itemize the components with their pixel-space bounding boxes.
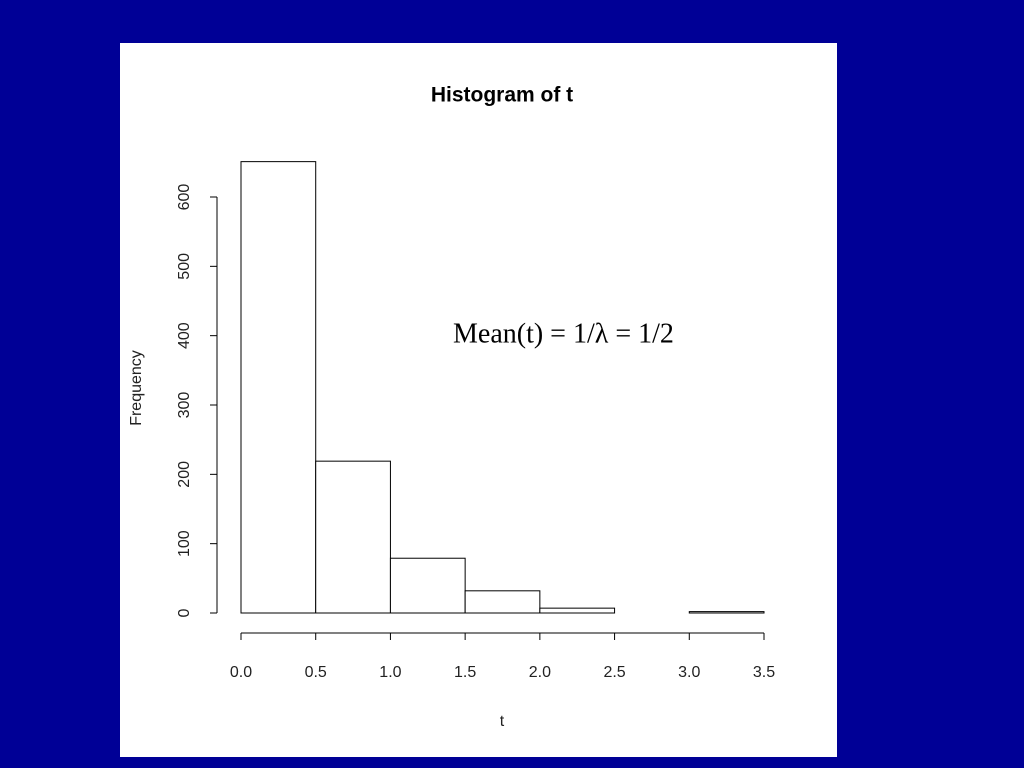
x-tick-label: 3.0 — [678, 664, 700, 681]
y-tick-label: 400 — [176, 322, 193, 349]
y-axis-label: Frequency — [128, 350, 145, 426]
x-tick-label: 0.0 — [230, 664, 252, 681]
histogram-bar — [389, 557, 466, 614]
x-tick-label: 3.5 — [753, 664, 775, 681]
chart-title: Histogram of t — [431, 84, 573, 107]
x-tick-label: 1.0 — [379, 664, 401, 681]
y-tick-label: 100 — [176, 530, 193, 557]
histogram-bar — [688, 611, 765, 614]
x-tick-label: 2.0 — [529, 664, 551, 681]
x-tick-label: 1.5 — [454, 664, 476, 681]
plot-panel — [120, 43, 837, 757]
x-tick-label: 2.5 — [603, 664, 625, 681]
y-tick-label: 600 — [176, 184, 193, 211]
histogram-bar — [240, 161, 317, 614]
x-tick-label: 0.5 — [305, 664, 327, 681]
histogram-bar — [315, 460, 391, 614]
histogram-bar — [464, 590, 541, 614]
x-axis-label: t — [500, 713, 505, 730]
y-tick-label: 500 — [176, 253, 193, 280]
y-tick-label: 0 — [176, 608, 193, 617]
histogram-bar — [539, 607, 616, 614]
y-tick-label: 200 — [176, 461, 193, 488]
y-tick-label: 300 — [176, 392, 193, 419]
annotation: Mean(t) = 1/λ = 1/2 — [453, 318, 674, 349]
